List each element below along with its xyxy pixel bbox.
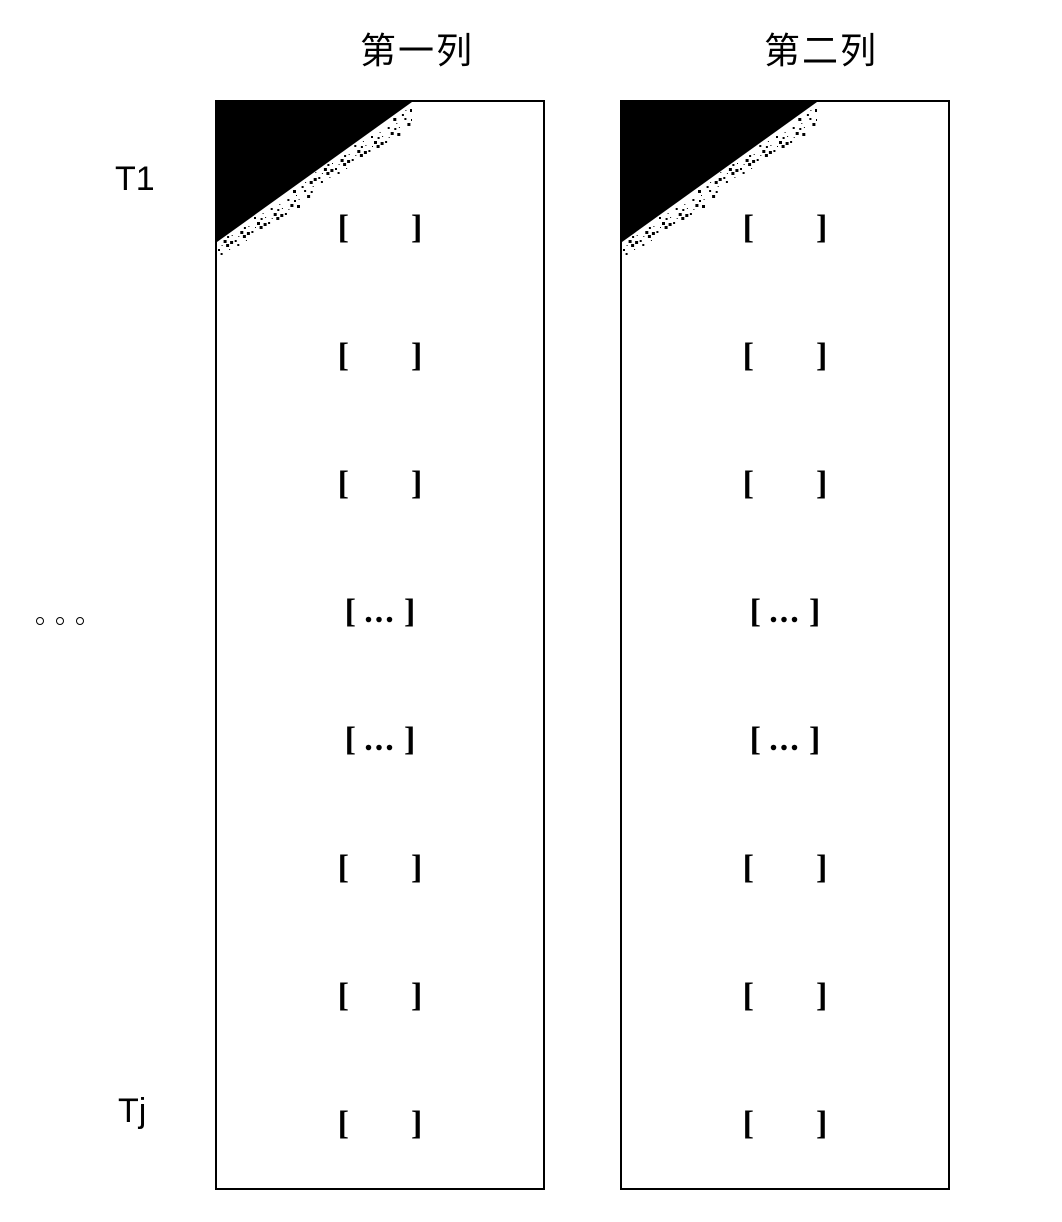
left-bracket-icon: [	[338, 209, 349, 247]
bracket-content: ...	[761, 721, 809, 759]
bracket-row: []	[743, 804, 828, 932]
right-bracket-icon: ]	[411, 977, 422, 1015]
bracket-row: []	[338, 420, 423, 548]
right-bracket-icon: ]	[411, 465, 422, 503]
bracket-row: []	[743, 164, 828, 292]
right-bracket-icon: ]	[404, 593, 415, 631]
bracket-stack: [][][][...][...][][][]	[622, 164, 948, 1188]
bracket-row: []	[338, 804, 423, 932]
bracket-row: []	[338, 1060, 423, 1188]
bracket-row: [...]	[750, 676, 821, 804]
right-bracket-icon: ]	[411, 209, 422, 247]
row-label-1: T1	[115, 160, 155, 199]
bracket-row: []	[743, 292, 828, 420]
column-header-2: 第二列	[764, 22, 878, 74]
left-bracket-icon: [	[743, 209, 754, 247]
left-bracket-icon: [	[338, 337, 349, 375]
left-bracket-icon: [	[345, 593, 356, 631]
bracket-content: ...	[356, 721, 404, 759]
figure-canvas: 第一列第二列T1Tj[][][][...][...][][][][][][][.…	[0, 0, 1062, 1222]
left-bracket-icon: [	[743, 977, 754, 1015]
column-header-1: 第一列	[360, 22, 474, 74]
left-bracket-icon: [	[338, 1105, 349, 1143]
bracket-row: [...]	[345, 548, 416, 676]
bracket-content: ...	[356, 593, 404, 631]
panel-column-1: [][][][...][...][][][]	[215, 100, 545, 1190]
left-bracket-icon: [	[338, 465, 349, 503]
right-bracket-icon: ]	[816, 977, 827, 1015]
right-bracket-icon: ]	[816, 465, 827, 503]
left-bracket-icon: [	[338, 849, 349, 887]
right-bracket-icon: ]	[809, 593, 820, 631]
bracket-row: []	[338, 164, 423, 292]
panel-column-2: [][][][...][...][][][]	[620, 100, 950, 1190]
right-bracket-icon: ]	[816, 849, 827, 887]
left-bracket-icon: [	[743, 849, 754, 887]
row-label-2: Tj	[118, 1092, 146, 1131]
continuation-dots	[30, 612, 90, 630]
right-bracket-icon: ]	[404, 721, 415, 759]
left-bracket-icon: [	[743, 1105, 754, 1143]
right-bracket-icon: ]	[816, 1105, 827, 1143]
right-bracket-icon: ]	[411, 849, 422, 887]
bracket-row: [...]	[750, 548, 821, 676]
left-bracket-icon: [	[743, 465, 754, 503]
left-bracket-icon: [	[345, 721, 356, 759]
bracket-content: ...	[761, 593, 809, 631]
bracket-row: []	[743, 420, 828, 548]
left-bracket-icon: [	[338, 977, 349, 1015]
right-bracket-icon: ]	[809, 721, 820, 759]
bracket-row: []	[743, 1060, 828, 1188]
right-bracket-icon: ]	[816, 209, 827, 247]
left-bracket-icon: [	[750, 593, 761, 631]
bracket-row: []	[338, 932, 423, 1060]
left-bracket-icon: [	[743, 337, 754, 375]
bracket-row: [...]	[345, 676, 416, 804]
bracket-row: []	[743, 932, 828, 1060]
bracket-row: []	[338, 292, 423, 420]
bracket-stack: [][][][...][...][][][]	[217, 164, 543, 1188]
left-bracket-icon: [	[750, 721, 761, 759]
right-bracket-icon: ]	[816, 337, 827, 375]
right-bracket-icon: ]	[411, 337, 422, 375]
right-bracket-icon: ]	[411, 1105, 422, 1143]
